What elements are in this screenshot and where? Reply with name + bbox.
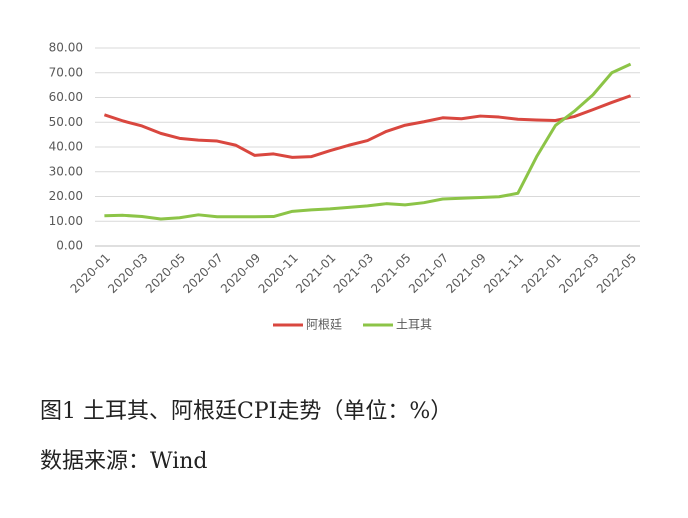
y-tick-label: 20.00 — [49, 189, 83, 203]
x-tick-label: 2021-05 — [368, 251, 413, 296]
x-tick-label: 2020-01 — [68, 251, 113, 296]
series-line — [104, 62, 632, 221]
x-tick-label: 2021-07 — [406, 251, 451, 296]
y-tick-label: 60.00 — [49, 90, 83, 104]
x-tick-label: 2021-09 — [444, 251, 489, 296]
y-tick-label: 70.00 — [49, 65, 83, 79]
x-tick-label: 2022-05 — [594, 251, 639, 296]
x-tick-label: 2020-03 — [105, 251, 150, 296]
x-tick-label: 2021-01 — [293, 251, 338, 296]
y-tick-label: 50.00 — [49, 115, 83, 129]
x-tick-label: 2020-05 — [143, 251, 188, 296]
x-tick-label: 2021-11 — [481, 251, 526, 296]
x-tick-label: 2020-11 — [256, 251, 301, 296]
x-tick-label: 2022-03 — [556, 251, 601, 296]
legend-label: 土耳其 — [396, 318, 432, 332]
y-tick-label: 0.00 — [56, 239, 83, 253]
y-tick-label: 80.00 — [49, 41, 83, 55]
y-tick-label: 10.00 — [49, 214, 83, 228]
y-tick-label: 40.00 — [49, 140, 83, 154]
x-tick-label: 2022-01 — [519, 251, 564, 296]
x-tick-label: 2020-07 — [180, 251, 225, 296]
x-tick-label: 2021-03 — [331, 251, 376, 296]
y-tick-label: 30.00 — [49, 164, 83, 178]
legend-label: 阿根廷 — [306, 318, 342, 332]
series-line — [103, 94, 632, 159]
source: 数据来源：Wind — [40, 449, 208, 474]
x-tick-label: 2020-09 — [218, 251, 263, 296]
caption: 图1 土耳其、阿根廷CPI走势（单位：%） — [40, 399, 452, 424]
